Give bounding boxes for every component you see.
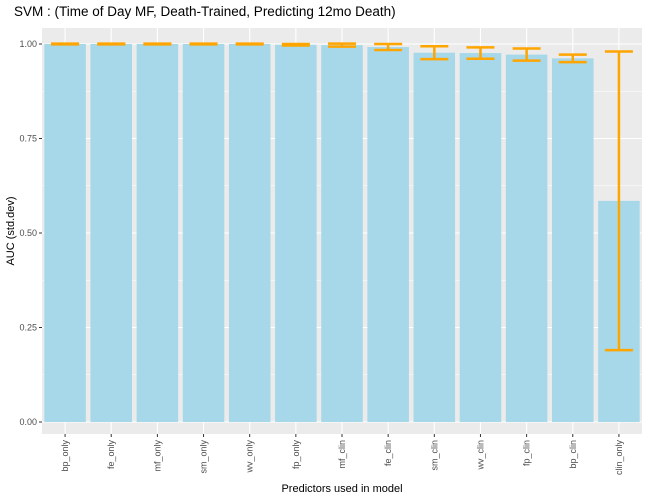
y-tick-label: 0.75 — [19, 134, 37, 144]
x-tick-label: bp_only — [60, 440, 70, 472]
bar-wv_only — [228, 44, 271, 422]
error-bar-fp_clin — [512, 47, 541, 62]
bar-sm_only — [182, 44, 225, 422]
error-bar-bp_only — [51, 42, 80, 46]
x-axis: bp_only fe_only mf_only sm_only wv_only fp_on… — [60, 434, 624, 475]
error-bar-sm_clin — [420, 45, 449, 61]
y-axis: 0.00 0.25 0.50 0.75 1.00 — [19, 39, 42, 427]
x-tick-label: sm_only — [199, 440, 209, 474]
x-tick-label: bp_clin — [568, 440, 578, 469]
x-tick-label: fp_only — [291, 440, 301, 470]
bars — [44, 44, 640, 423]
chart-title: SVM : (Time of Day MF, Death-Trained, Pr… — [14, 4, 396, 19]
y-tick-label: 0.00 — [19, 417, 37, 427]
x-tick-label: wv_clin — [475, 440, 485, 471]
error-bar-mf_only — [143, 42, 172, 46]
error-bar-bp_clin — [558, 53, 587, 64]
y-tick-label: 0.50 — [19, 228, 37, 238]
x-tick-label: fe_clin — [383, 440, 393, 466]
error-bars — [51, 42, 633, 352]
x-tick-label: mf_clin — [337, 440, 347, 469]
y-tick-label: 0.25 — [19, 323, 37, 333]
error-bar-mf_clin — [328, 42, 356, 48]
y-tick-label: 1.00 — [19, 39, 37, 49]
x-tick-label: sm_clin — [429, 440, 439, 471]
x-tick-label: wv_only — [245, 440, 255, 474]
bar-fe_clin — [367, 47, 409, 423]
error-bar-fe_clin — [374, 42, 403, 52]
error-bar-wv_clin — [466, 46, 495, 60]
x-tick-label: clin_only — [614, 440, 624, 476]
bar-bp_clin — [552, 58, 594, 422]
x-tick-label: fp_clin — [522, 440, 532, 466]
error-bar-fp_only — [281, 42, 310, 47]
bar-mf_only — [136, 44, 179, 422]
bar-fp_only — [275, 44, 317, 422]
bar-bp_only — [44, 44, 86, 422]
x-tick-label: mf_only — [152, 440, 162, 472]
error-bar-sm_only — [189, 42, 218, 46]
bar-mf_clin — [321, 45, 363, 422]
error-bar-fe_only — [97, 42, 126, 46]
error-bar-clin_only — [604, 50, 633, 352]
bar-wv_clin — [459, 53, 502, 423]
x-axis-label: Predictors used in model — [281, 483, 402, 495]
bar-sm_clin — [413, 52, 456, 422]
y-axis-label: AUC (std.dev) — [5, 196, 17, 265]
error-bar-wv_only — [235, 42, 264, 46]
bar-fe_only — [90, 44, 132, 422]
x-tick-label: fe_only — [106, 440, 116, 470]
bar-fp_clin — [505, 54, 548, 423]
